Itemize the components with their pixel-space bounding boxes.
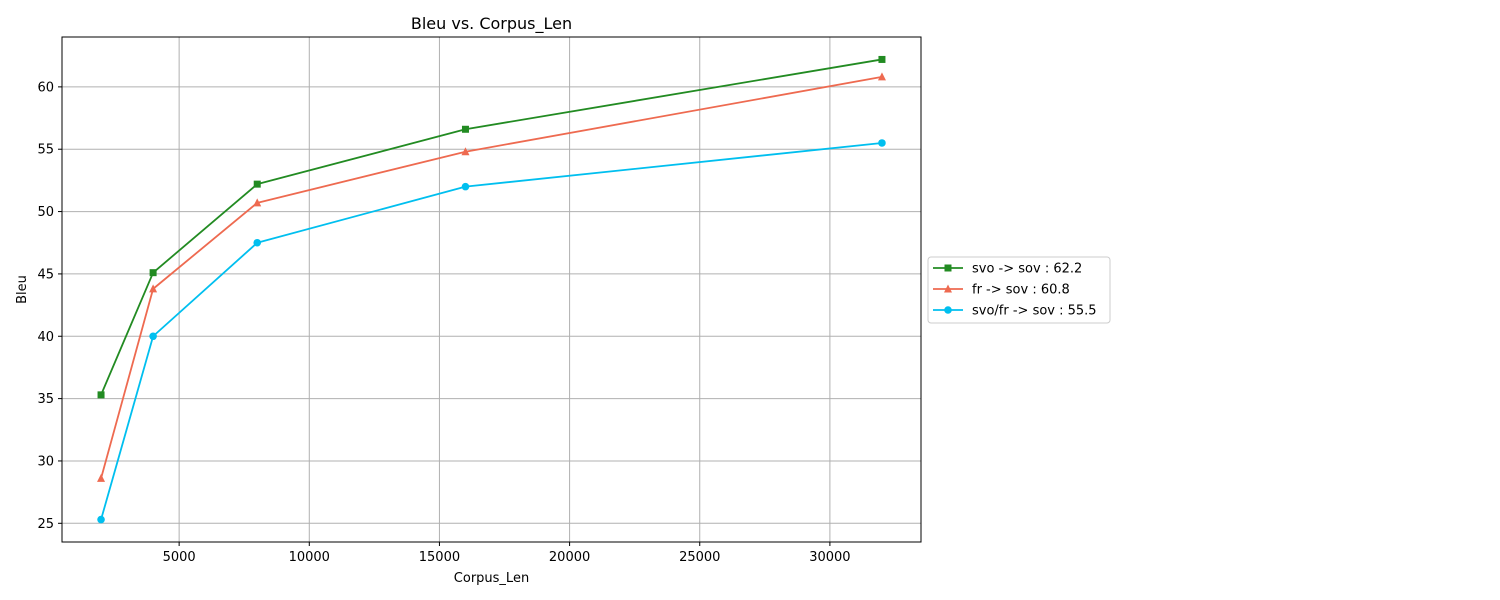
legend-box (927, 256, 1111, 324)
x-tick-label: 25000 (679, 550, 720, 565)
data-point (461, 147, 470, 156)
y-tick-label: 45 (37, 267, 54, 282)
series-3 (97, 139, 886, 524)
legend-label: svo/fr -> sov : 55.5 (972, 304, 1097, 319)
x-tick-label: 20000 (549, 550, 590, 565)
data-point (878, 139, 886, 147)
y-tick-label: 60 (37, 80, 54, 95)
data-point (97, 473, 106, 482)
data-point (149, 284, 158, 293)
y-axis-label: Bleu (15, 275, 30, 304)
legend-marker (944, 264, 952, 272)
x-axis-label: Corpus_Len (454, 571, 529, 586)
data-point (877, 72, 886, 81)
legend-marker (944, 284, 952, 293)
grid (62, 37, 921, 542)
data-point (878, 55, 886, 63)
legend-item: svo/fr -> sov : 55.5 (933, 304, 1097, 319)
series-1 (97, 55, 886, 399)
legend-item: svo -> sov : 62.2 (933, 262, 1082, 277)
legend-label: fr -> sov : 60.8 (972, 283, 1070, 298)
chart-title: Bleu vs. Corpus_Len (411, 14, 572, 34)
y-tick-label: 35 (37, 392, 54, 407)
data-point (149, 332, 157, 341)
data-point (253, 180, 261, 188)
y-tick-label: 50 (37, 205, 54, 220)
series-layer (97, 55, 886, 524)
data-point (461, 182, 470, 191)
y-tick-label: 40 (37, 330, 54, 345)
data-point (149, 269, 157, 277)
y-tick-label: 30 (37, 454, 54, 469)
y-tick-label: 25 (37, 517, 54, 532)
data-point (253, 198, 262, 207)
legend: svo -> sov : 62.2 fr -> sov : 60.8 svo/fr … (927, 256, 1111, 324)
data-point (253, 238, 262, 247)
data-point (97, 515, 105, 524)
legend-marker (944, 306, 952, 314)
x-tick-label: 15000 (419, 550, 460, 565)
plot-frame (61, 36, 922, 543)
legend-item: fr -> sov : 60.8 (933, 283, 1070, 298)
ticks: 5000 10000 15000 20000 25000 30000 25 30 35 40 45 5… (37, 80, 850, 565)
x-tick-label: 10000 (289, 550, 330, 565)
data-point (97, 391, 105, 399)
series-2 (97, 72, 886, 482)
data-point (461, 125, 469, 133)
x-tick-label: 30000 (809, 550, 850, 565)
y-tick-label: 55 (37, 143, 54, 158)
x-tick-label: 5000 (163, 550, 196, 565)
legend-label: svo -> sov : 62.2 (972, 262, 1082, 277)
